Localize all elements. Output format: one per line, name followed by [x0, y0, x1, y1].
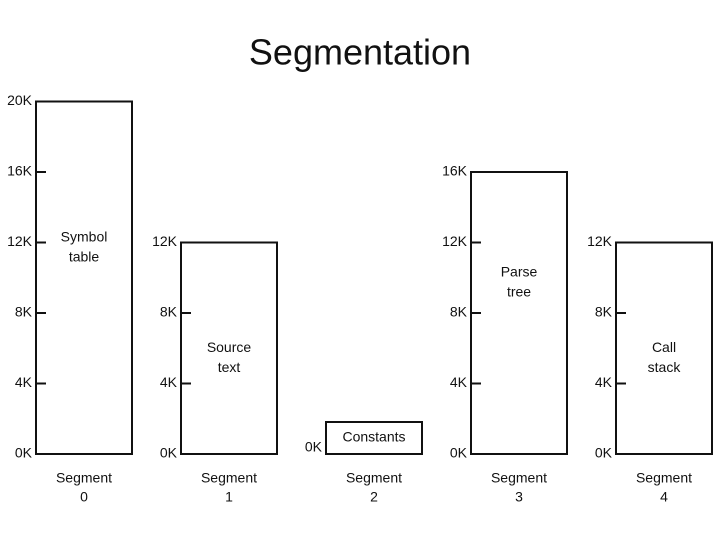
- tick-label: 0K: [160, 445, 178, 461]
- tick-label: 4K: [15, 374, 33, 390]
- tick-label: 0K: [15, 445, 33, 461]
- title: Segmentation: [249, 32, 471, 73]
- tick-label: 0K: [450, 445, 468, 461]
- segment-caption: 3: [515, 489, 523, 505]
- tick-label: 12K: [442, 233, 468, 249]
- tick-label: 8K: [15, 304, 33, 320]
- tick-label: 4K: [595, 374, 613, 390]
- segment-box: [35, 100, 133, 455]
- segment-label: text: [218, 359, 241, 375]
- segment-box: [615, 241, 713, 455]
- segment-label: stack: [648, 359, 682, 375]
- segment-caption: 2: [370, 489, 378, 505]
- tick-label: 12K: [7, 233, 33, 249]
- tick-label: 8K: [160, 304, 178, 320]
- segment-caption: Segment: [56, 470, 112, 486]
- segment-label: table: [69, 248, 100, 264]
- tick-label: 16K: [7, 163, 33, 179]
- tick-label: 20K: [7, 92, 33, 108]
- segment-box: [325, 421, 423, 455]
- tick-label: 8K: [595, 304, 613, 320]
- segment-caption: 0: [80, 489, 88, 505]
- segment-box: [180, 241, 278, 455]
- tick-label: 0K: [595, 445, 613, 461]
- tick-label: 12K: [152, 233, 178, 249]
- segment-label: Call: [652, 339, 676, 355]
- tick-label: 16K: [442, 163, 468, 179]
- segment-caption: Segment: [346, 470, 402, 486]
- tick-label: 12K: [587, 233, 613, 249]
- segment-label: tree: [507, 284, 531, 300]
- tick-label: 0K: [305, 439, 323, 455]
- segment-label: Source: [207, 339, 252, 355]
- segment-caption: Segment: [491, 470, 547, 486]
- segment-caption: Segment: [636, 470, 692, 486]
- segment-label: Symbol: [61, 228, 108, 244]
- tick-label: 4K: [450, 374, 468, 390]
- segment-box: [470, 171, 568, 455]
- segment-caption: 4: [660, 489, 668, 505]
- tick-label: 4K: [160, 374, 178, 390]
- segment-label: Parse: [501, 264, 538, 280]
- segment-label: Constants: [342, 429, 405, 445]
- tick-label: 8K: [450, 304, 468, 320]
- segment-caption: 1: [225, 489, 233, 505]
- segment-caption: Segment: [201, 470, 257, 486]
